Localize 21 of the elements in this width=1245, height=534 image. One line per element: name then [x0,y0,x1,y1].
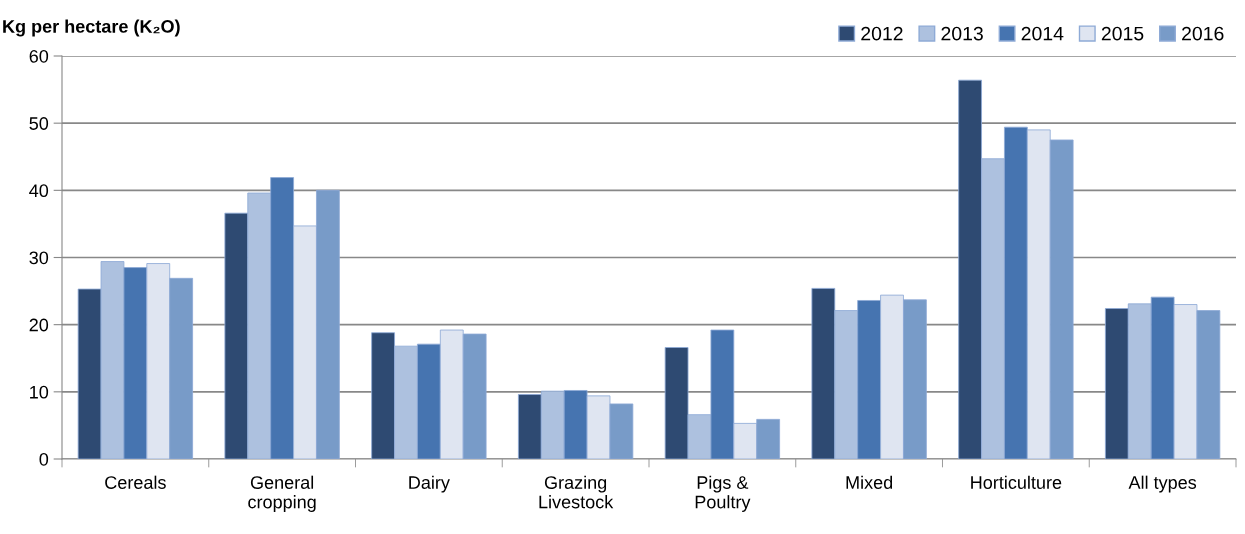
x-tick-label: Pigs & Poultry [695,475,751,512]
legend-label: 2016 [1182,26,1224,41]
legend-label: 2015 [1101,26,1144,41]
legend-label: 2012 [861,26,903,41]
y-tick-label: 50 [29,117,49,130]
y-tick-label: 0 [39,452,49,466]
y-tick-label: 20 [29,318,49,332]
legend-label: 2013 [941,26,983,41]
x-tick-label: Cereals [105,475,166,489]
y-tick-label: 40 [29,184,49,198]
y-axis-title: Kg per hectare (K₂O) [3,19,180,37]
x-tick-label: Dairy [409,475,450,493]
legend-label: 2014 [1021,26,1064,41]
x-tick-label: Mixed [846,475,893,489]
x-tick-label: All types [1128,475,1197,493]
y-tick-label: 10 [30,385,49,399]
x-tick-label: Horticulture [971,475,1062,489]
x-tick-label: Grazing Livestock [539,475,614,509]
y-tick-label: 60 [29,49,49,63]
x-tick-label: General cropping [248,475,316,512]
y-tick-label: 30 [29,251,49,265]
